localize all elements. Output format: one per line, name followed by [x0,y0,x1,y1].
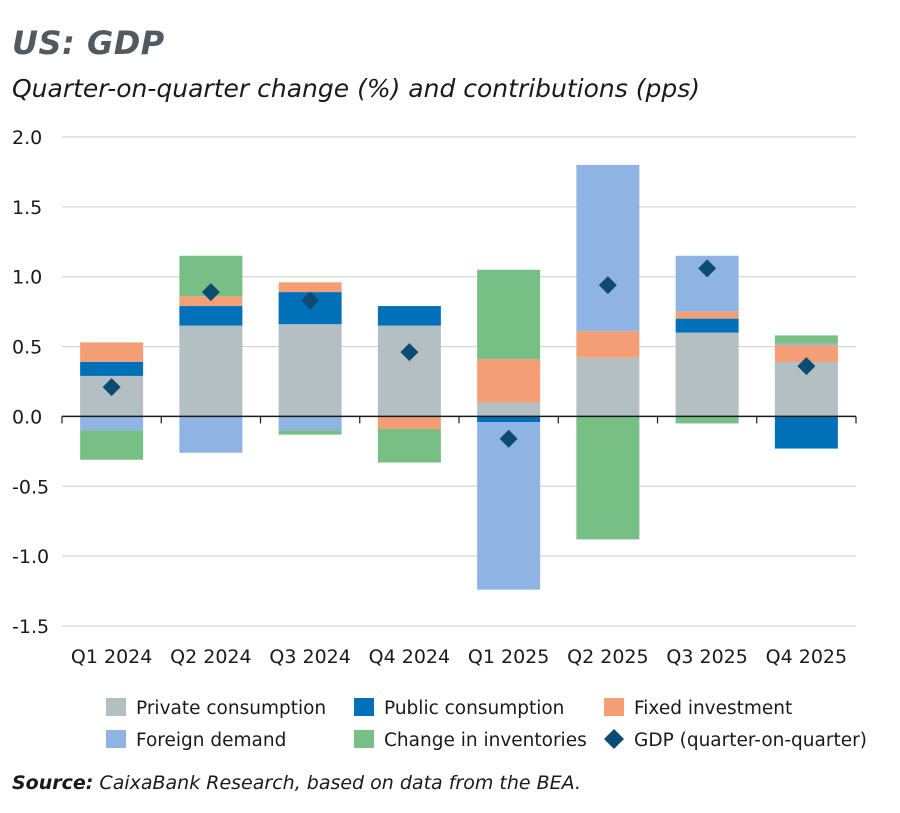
chart-title: US: GDP [12,24,165,62]
y-tick-label: -1.0 [12,546,49,568]
bar-segment [80,416,144,431]
legend-label: Change in inventories [384,730,587,751]
x-tick-labels: Q1 2024 Q2 2024 Q3 2024 Q4 2024 Q1 2025 Q2 20… [71,646,847,668]
source-label: Source: [12,772,94,794]
legend-swatch [604,698,624,716]
bar-segment [80,342,144,362]
bar-segment [278,430,342,435]
bar-segment [477,416,541,423]
bar-segment [675,311,739,319]
legend-label: Fixed investment [634,698,792,719]
bar-segment [179,296,243,307]
legend-swatch [354,698,374,716]
bar-segment [774,335,838,344]
legend: Private consumption Public consumption Fix… [106,698,867,751]
gdp-marker [598,276,617,295]
bar-segment [80,430,144,460]
bar-segment [774,416,838,449]
bar-segment [80,361,144,376]
bar-segment [278,324,342,417]
bar-segment [477,422,541,590]
bar-segment [576,331,640,358]
y-tick-labels: 2.0 1.5 1.0 0.5 0.0 -0.5 -1.0 -1.5 [12,127,49,638]
bar-segment [774,345,838,362]
bar-segment [477,269,541,360]
bar-segment [576,357,640,417]
bar-segment [179,306,243,326]
bar-segment [377,325,441,417]
bar-segment [377,429,441,463]
gdp-markers [102,259,816,448]
legend-label: Public consumption [384,698,564,719]
source-note: Source: CaixaBank Research, based on dat… [12,772,581,794]
bar-segment [179,416,243,453]
legend-swatch [106,730,126,748]
legend-label: Private consumption [136,698,326,719]
chart-subtitle: Quarter-on-quarter change (%) and contri… [12,74,701,103]
zero-axis [61,415,857,424]
x-tick-label: Q2 2024 [170,646,251,668]
legend-label: Foreign demand [136,730,286,751]
bar-segment [576,416,640,540]
gdp-marker [400,343,419,362]
bar-segment [477,402,541,417]
x-tick-label: Q3 2024 [269,646,350,668]
gdp-marker [499,429,518,448]
y-tick-label: -0.5 [12,476,49,498]
gdp-marker [698,259,717,278]
source-text: CaixaBank Research, based on data from t… [93,772,582,794]
gdp-marker [301,291,320,310]
legend-label: GDP (quarter-on-quarter) [634,730,867,751]
y-tick-label: 1.5 [12,197,42,219]
x-tick-label: Q1 2025 [468,646,549,668]
bar-segment [576,164,640,332]
gdp-marker [201,283,220,302]
x-tick-label: Q4 2025 [766,646,847,668]
bar-segment [377,416,441,430]
bar-segment [675,318,739,333]
bar-segment [675,416,739,424]
y-tick-label: 1.0 [12,267,42,289]
gdp-marker [102,378,121,397]
y-tick-label: 2.0 [12,127,42,149]
bar-segment [675,332,739,417]
x-tick-label: Q2 2025 [567,646,648,668]
bar-segment [477,359,541,403]
y-tick-label: 0.0 [12,406,42,428]
y-tick-label: 0.5 [12,337,42,359]
x-tick-label: Q4 2024 [369,646,450,668]
x-tick-label: Q3 2025 [666,646,747,668]
legend-swatch [106,698,126,716]
bar-segment [278,282,342,293]
legend-swatch [354,730,374,748]
bar-segment [179,325,243,417]
bar-segment [377,306,441,326]
legend-swatch-diamond [604,729,624,749]
bar-segment [774,343,838,346]
gdp-marker [797,357,816,376]
bars [80,164,838,590]
x-tick-label: Q1 2024 [71,646,152,668]
y-tick-label: -1.5 [12,616,49,638]
bar-segment [278,416,342,431]
